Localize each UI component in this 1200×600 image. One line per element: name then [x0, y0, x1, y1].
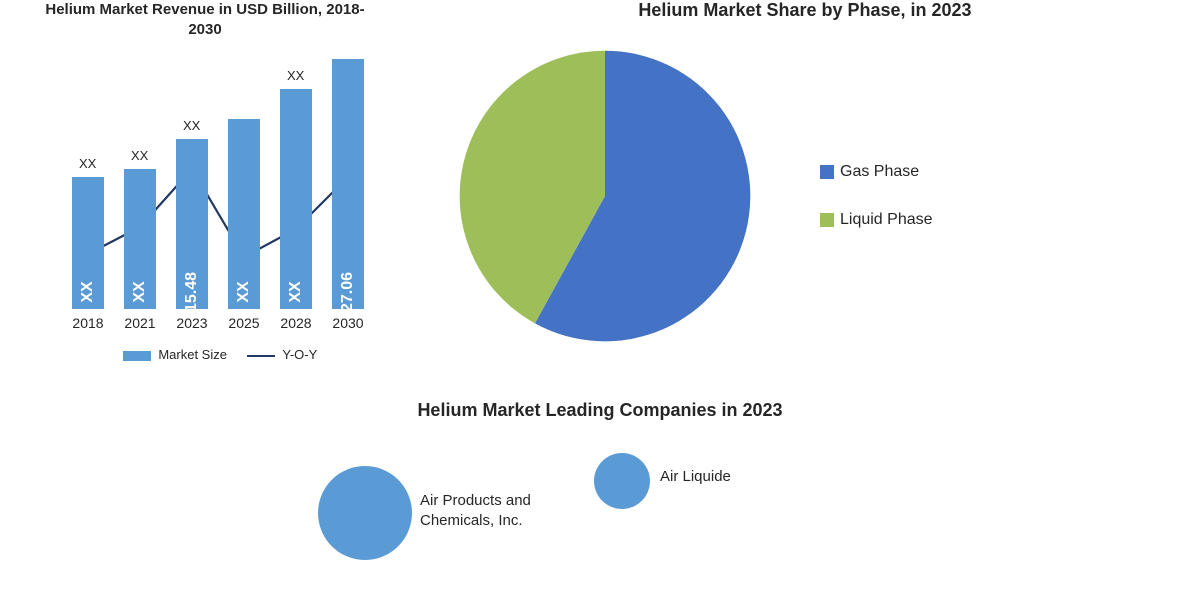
company-bubble-label: Air Liquide: [660, 467, 840, 487]
pie-legend-item: Gas Phase: [820, 163, 933, 181]
bar-chart-legend: Market Size Y-O-Y: [60, 347, 380, 362]
bar-top-annotation: XX: [183, 118, 200, 133]
x-axis-label: 2018: [72, 315, 103, 331]
legend-yoy-label: Y-O-Y: [282, 347, 317, 362]
companies-title: Helium Market Leading Companies in 2023: [20, 400, 1180, 421]
bar: XX: [72, 177, 104, 309]
bar-value-label: 27.06: [339, 272, 357, 312]
bar-top-annotation: XX: [79, 156, 96, 171]
bar: XX: [124, 169, 156, 309]
x-axis-label: 2030: [332, 315, 363, 331]
bar-chart-x-axis: 2018 2021 2023 2025 2028 2030: [60, 315, 370, 339]
x-axis-label: 2023: [176, 315, 207, 331]
bar-value-label: XX: [131, 281, 149, 302]
companies-section: Helium Market Leading Companies in 2023 …: [20, 400, 1180, 581]
bar-value-label: 15.48: [183, 272, 201, 312]
bar: 27.06: [332, 59, 364, 309]
bar: XX: [228, 119, 260, 309]
pie-chart-legend: Gas Phase Liquid Phase: [820, 163, 933, 229]
pie-legend-label: Liquid Phase: [840, 211, 933, 229]
bar-chart-panel: Helium Market Revenue in USD Billion, 20…: [20, 0, 390, 390]
legend-market-size-label: Market Size: [158, 347, 227, 362]
bar-value-label: XX: [79, 281, 97, 302]
company-bubble: [594, 453, 650, 509]
infographic-container: Helium Market Revenue in USD Billion, 20…: [0, 0, 1200, 600]
bar: 15.48: [176, 139, 208, 309]
bar-chart-area: XX XX XX XX 15.48 XX XX XX XX 27.06: [60, 49, 370, 309]
legend-swatch-line: [247, 355, 275, 357]
x-axis-label: 2025: [228, 315, 259, 331]
legend-market-size: Market Size: [123, 347, 227, 362]
pie-chart-title: Helium Market Share by Phase, in 2023: [430, 0, 1180, 21]
bar-value-label: XX: [235, 281, 253, 302]
company-bubble: [318, 466, 412, 560]
pie-legend-label: Gas Phase: [840, 163, 919, 181]
legend-swatch-bar: [123, 351, 151, 361]
legend-yoy: Y-O-Y: [247, 347, 317, 362]
pie-legend-swatch: [820, 165, 834, 179]
pie-legend-item: Liquid Phase: [820, 211, 933, 229]
bar-value-label: XX: [287, 281, 305, 302]
bar-chart-title: Helium Market Revenue in USD Billion, 20…: [30, 0, 380, 39]
pie-chart-panel: Helium Market Share by Phase, in 2023 Ga…: [390, 0, 1180, 390]
bar-top-annotation: XX: [131, 148, 148, 163]
bar-top-annotation: XX: [287, 68, 304, 83]
company-bubble-label: Air Products and Chemicals, Inc.: [420, 491, 600, 530]
x-axis-label: 2021: [124, 315, 155, 331]
pie-chart-svg: [430, 41, 780, 351]
top-section: Helium Market Revenue in USD Billion, 20…: [20, 0, 1180, 390]
yoy-line: [60, 49, 370, 309]
bar: XX: [280, 89, 312, 309]
pie-legend-swatch: [820, 213, 834, 227]
companies-bubbles: Air Products and Chemicals, Inc. Air Liqu…: [20, 451, 1180, 581]
pie-chart-content: Gas Phase Liquid Phase: [430, 41, 1180, 351]
x-axis-label: 2028: [280, 315, 311, 331]
